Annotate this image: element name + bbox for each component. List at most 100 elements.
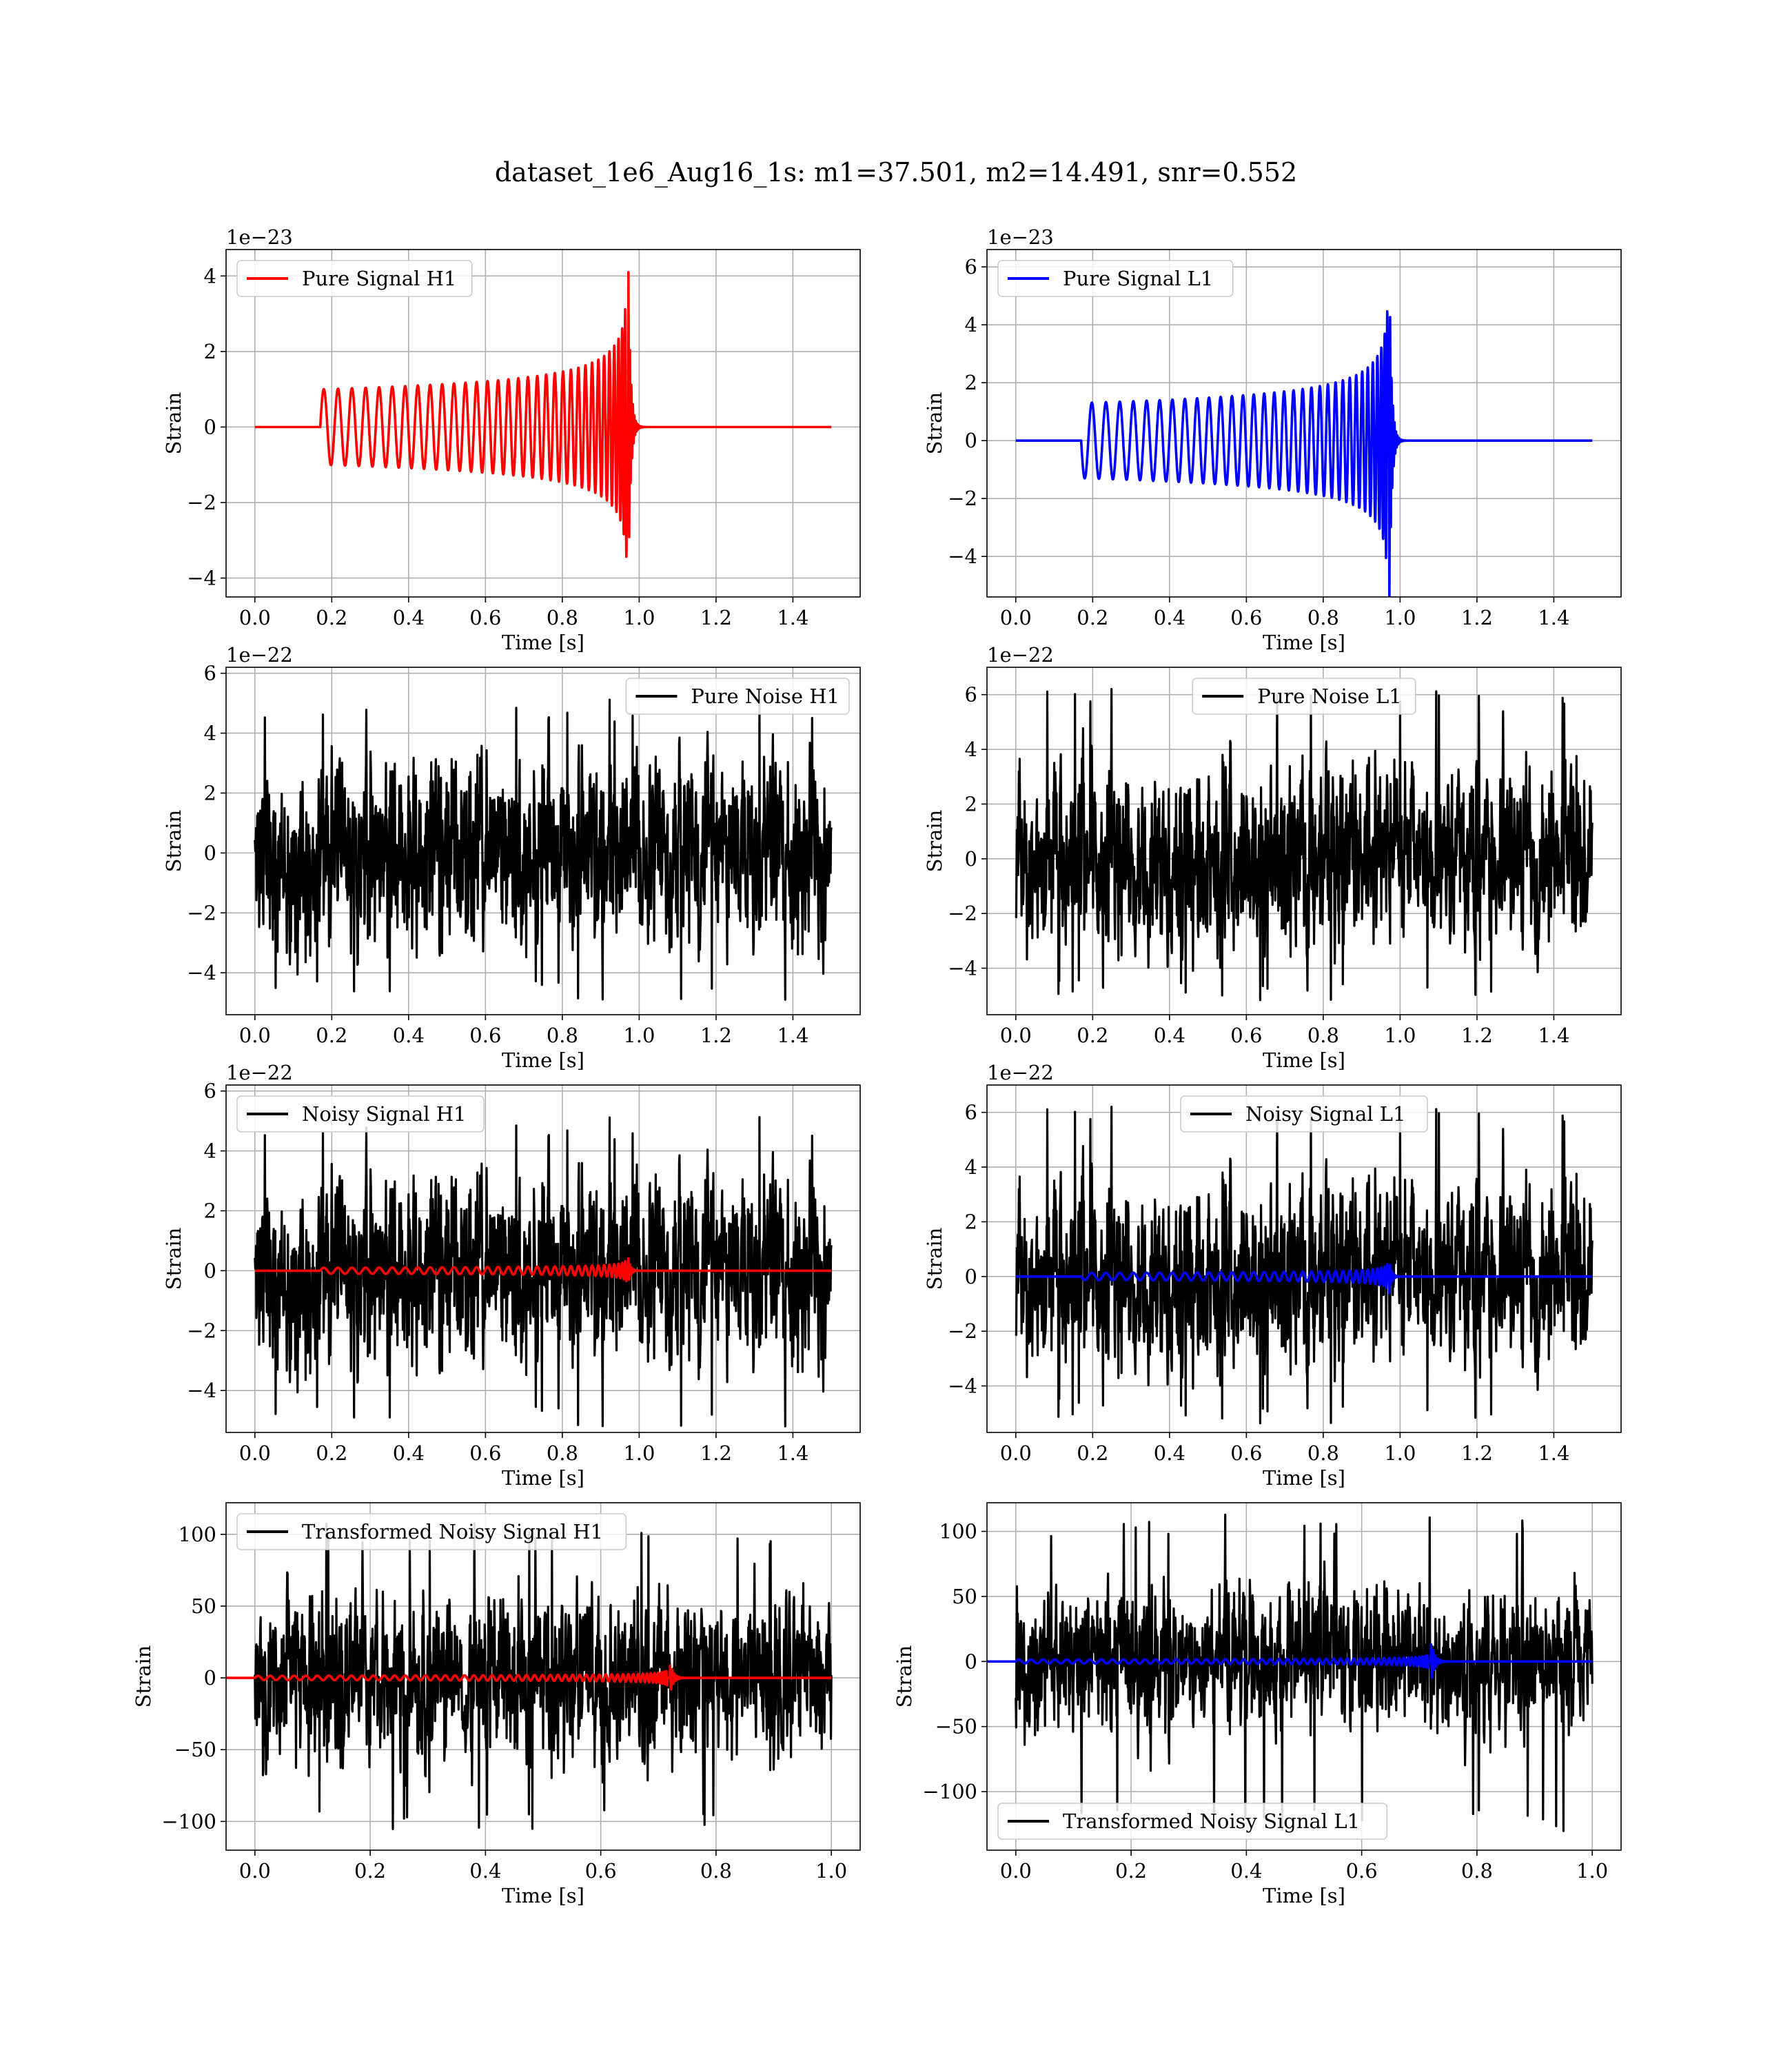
x-tick-label: 0.2 <box>354 1859 386 1883</box>
y-axis-label: Strain <box>162 810 185 873</box>
y-axis-label: Strain <box>132 1645 155 1708</box>
legend-label: Transformed Noisy Signal H1 <box>302 1520 603 1543</box>
x-tick-label: 1.0 <box>623 1024 655 1047</box>
y-tick-label: −4 <box>948 1375 977 1398</box>
y-tick-label: 2 <box>965 1210 977 1233</box>
x-tick-label: 1.0 <box>623 1441 655 1465</box>
x-tick-label: 0.6 <box>469 606 501 629</box>
y-tick-label: −4 <box>187 961 216 984</box>
y-tick-label: −4 <box>187 567 216 590</box>
axes-frame <box>986 1502 1622 1851</box>
y-tick-label: 4 <box>965 738 977 761</box>
y-tick-label: 6 <box>204 1079 216 1103</box>
y-tick-label: 2 <box>965 371 977 394</box>
series-signal-line <box>1015 310 1594 597</box>
legend-box <box>997 260 1234 297</box>
y-tick-label: 4 <box>204 722 216 745</box>
y-tick-label: 4 <box>204 1139 216 1163</box>
x-tick-label: 1.4 <box>777 1024 808 1047</box>
x-tick-label: 0.2 <box>316 1024 347 1047</box>
legend-label: Pure Noise H1 <box>691 685 839 708</box>
y-axis-label: Strain <box>162 392 185 455</box>
offset-text: 1e−22 <box>226 643 293 667</box>
x-tick-label: 0.8 <box>547 1441 578 1465</box>
y-tick-label: −2 <box>948 1319 977 1343</box>
plot-area <box>1015 310 1594 597</box>
legend-label: Noisy Signal H1 <box>302 1102 467 1126</box>
y-axis-label: Strain <box>923 1228 946 1290</box>
offset-text: 1e−23 <box>226 225 293 249</box>
x-tick-label: 0.8 <box>547 1024 578 1047</box>
x-tick-label: 0.2 <box>1077 1441 1108 1465</box>
subplot-6: 0.0 0.2 0.4 0.6 0.8 1.0 1.2 1.4 −4 −2 0 2 4 6 1e−22 Tim… <box>923 1061 1622 1490</box>
x-tick-label: 1.2 <box>1461 1024 1493 1047</box>
legend-label: Pure Signal L1 <box>1063 267 1213 290</box>
axes-frame <box>225 249 861 598</box>
y-tick-label: −2 <box>948 487 977 510</box>
plot-area <box>987 1513 1594 1832</box>
x-tick-label: 1.2 <box>700 1441 732 1465</box>
x-tick-label: 1.4 <box>1538 1441 1569 1465</box>
x-tick-label: 0.0 <box>1000 606 1032 629</box>
x-tick-label: 1.4 <box>777 606 808 629</box>
x-tick-label: 0.4 <box>393 1024 425 1047</box>
x-axis-label: Time [s] <box>1263 1884 1345 1907</box>
series-noise-line <box>254 1522 833 1830</box>
y-tick-label: 6 <box>965 683 977 707</box>
x-tick-label: 0.4 <box>1154 1024 1185 1047</box>
y-axis-label: Strain <box>923 810 946 873</box>
legend-label: Pure Noise L1 <box>1257 685 1402 708</box>
y-tick-label: −2 <box>187 1319 216 1342</box>
series-noise-line <box>254 698 833 1001</box>
legend: Pure Signal L1 <box>997 260 1234 297</box>
y-tick-label: −50 <box>935 1715 977 1738</box>
series-signal-line <box>254 271 833 558</box>
legend: Noisy Signal H1 <box>236 1095 485 1133</box>
axes-frame <box>225 1084 861 1433</box>
x-axis-label: Time [s] <box>1263 1048 1345 1072</box>
x-tick-label: 1.2 <box>1461 606 1493 629</box>
axes-frame <box>225 1502 861 1851</box>
y-tick-label: −4 <box>187 1379 216 1402</box>
figure-title: dataset_1e6_Aug16_1s: m1=37.501, m2=14.4… <box>494 157 1298 187</box>
y-tick-label: 0 <box>204 841 216 864</box>
plot-area <box>254 1115 833 1428</box>
y-tick-label: 100 <box>179 1523 216 1546</box>
y-tick-label: −4 <box>948 957 977 980</box>
y-tick-label: 100 <box>939 1520 977 1543</box>
legend-box <box>997 1803 1388 1840</box>
series-noise-line <box>1015 687 1594 1002</box>
plot-area <box>1015 1105 1594 1425</box>
y-tick-label: 50 <box>952 1585 977 1608</box>
x-tick-label: 0.4 <box>1154 1441 1185 1465</box>
x-tick-label: 0.6 <box>469 1024 501 1047</box>
x-tick-label: 0.2 <box>1077 606 1108 629</box>
series-signal-line <box>987 1643 1594 1679</box>
plot-area <box>1015 687 1594 1002</box>
series-signal-line <box>254 1257 833 1283</box>
x-tick-label: 1.2 <box>700 606 732 629</box>
x-tick-label: 0.2 <box>316 606 347 629</box>
x-tick-label: 1.4 <box>1538 1024 1569 1047</box>
legend: Transformed Noisy Signal L1 <box>997 1803 1388 1840</box>
y-tick-label: 6 <box>965 1101 977 1124</box>
x-axis-label: Time [s] <box>502 631 584 654</box>
x-tick-label: 1.0 <box>815 1859 847 1883</box>
legend-box <box>236 1513 627 1550</box>
y-tick-label: 2 <box>204 781 216 804</box>
x-tick-label: 0.2 <box>1115 1859 1147 1883</box>
x-tick-label: 0.6 <box>469 1441 501 1465</box>
y-axis-label: Strain <box>923 392 946 455</box>
axes-frame <box>986 1084 1622 1433</box>
x-axis-label: Time [s] <box>1263 631 1345 654</box>
axes-frame <box>225 667 861 1015</box>
x-tick-label: 0.8 <box>547 606 578 629</box>
plot-area <box>226 1522 833 1830</box>
legend-box <box>236 1095 485 1133</box>
y-tick-label: 0 <box>204 1259 216 1282</box>
y-tick-label: 0 <box>965 1650 977 1673</box>
offset-text: 1e−22 <box>987 643 1054 667</box>
legend: Pure Signal H1 <box>236 260 473 297</box>
x-tick-label: 0.4 <box>393 606 425 629</box>
